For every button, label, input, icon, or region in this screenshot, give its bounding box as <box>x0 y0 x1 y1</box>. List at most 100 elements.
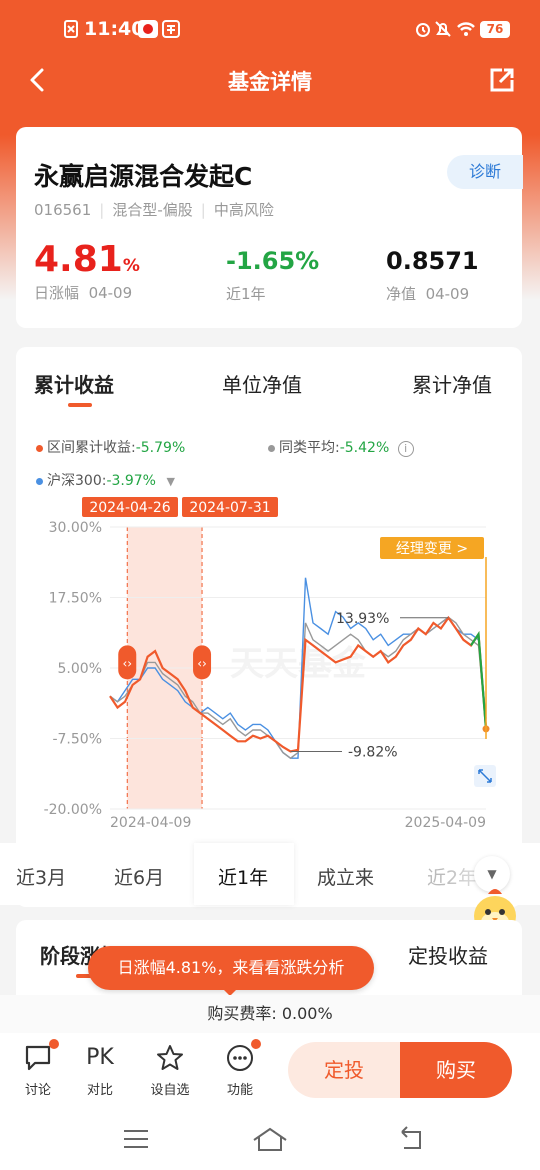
expand-ranges-button[interactable]: ▼ <box>474 856 510 892</box>
nav-value: 0.8571 <box>386 247 479 275</box>
legend-peer-value: -5.42% <box>339 440 390 456</box>
tab-cumulative-nav[interactable]: 累计净值 <box>412 373 492 397</box>
sip-button[interactable]: 定投 <box>288 1042 400 1098</box>
legend-fund-label: 区间累计收益: <box>47 440 136 456</box>
mute-icon <box>435 21 451 37</box>
discuss-badge <box>49 1039 59 1049</box>
clock: 11:40 <box>84 18 145 40</box>
x-tick-start: 2024-04-09 <box>110 815 191 831</box>
system-nav-bar <box>0 1110 540 1170</box>
max-annotation-label: 13.93% <box>336 611 389 627</box>
legend-fund[interactable]: 区间累计收益:-5.79% <box>36 437 185 457</box>
notification-app2-icon <box>162 20 180 38</box>
y-tick-label: -7.50% <box>52 732 102 748</box>
manager-change-label: 经理变更 > <box>396 541 468 557</box>
features-label: 功能 <box>226 1083 253 1098</box>
watchlist-label: 设自选 <box>150 1083 190 1098</box>
legend-fund-value: -5.79% <box>135 440 186 456</box>
alarm-icon <box>416 23 430 37</box>
legend-index-value: -3.97% <box>106 473 156 489</box>
y-tick-label: 5.00% <box>58 661 102 677</box>
pk-icon: PK <box>86 1045 114 1070</box>
add-watchlist-button[interactable]: 设自选 <box>148 1043 192 1098</box>
tab-cumulative-return[interactable]: 累计收益 <box>34 373 114 397</box>
fund-risk: 中高风险 <box>213 201 274 219</box>
legend-index-label: 沪深300: <box>47 473 107 489</box>
fund-code: 016561 <box>34 201 92 219</box>
compare-button[interactable]: PK 对比 <box>78 1043 122 1098</box>
discuss-label: 讨论 <box>24 1083 51 1098</box>
y-tick-label: -20.00% <box>44 802 102 818</box>
bottom-action-bar: 讨论 PK 对比 设自选 功能 定投 购买 <box>0 1033 540 1110</box>
range-tab-inception[interactable]: 成立来 <box>317 867 375 889</box>
diagnose-button[interactable]: 诊断 <box>447 155 523 189</box>
purchase-fee: 购买费率: 0.00% <box>0 995 540 1033</box>
range-end-tag <box>182 497 278 517</box>
nav-bar: 基金详情 <box>0 60 540 100</box>
tab-sip-return[interactable]: 定投收益 <box>408 944 488 968</box>
handle-arrows: ‹› <box>197 656 207 670</box>
return-chart[interactable]: 30.00% 17.50% 5.00% -7.50% -20.00% 天天基金 经理变更 >… <box>16 493 522 833</box>
legend-dropdown-icon[interactable]: ▼ <box>166 475 175 488</box>
battery-icon: 76 <box>480 21 510 38</box>
range-tab-1y[interactable]: 近1年 <box>218 867 269 889</box>
range-end-handle[interactable] <box>193 645 212 680</box>
chart-tabs: 累计收益 单位净值 累计净值 <box>16 369 522 409</box>
daily-change-metric: 4.81% 日涨幅 04-09 <box>34 239 140 303</box>
range-tab-active-bg <box>194 843 294 905</box>
tab-unit-nav[interactable]: 单位净值 <box>222 373 302 397</box>
legend-peer[interactable]: 同类平均:-5.42% i <box>268 437 414 457</box>
year-change-value: -1.65% <box>226 247 320 275</box>
back-nav-icon[interactable] <box>396 1126 426 1152</box>
home-icon[interactable] <box>252 1126 288 1152</box>
year-change-metric: -1.65% 近1年 <box>226 247 319 304</box>
back-icon[interactable] <box>26 66 52 94</box>
min-annotation-label: -9.82% <box>348 744 398 760</box>
range-start-handle[interactable] <box>118 645 137 680</box>
compare-label: 对比 <box>86 1083 113 1098</box>
range-end-label: 2024-07-31 <box>189 500 270 516</box>
status-bar: 11:40 76 <box>0 0 540 60</box>
page-title: 基金详情 <box>228 70 312 94</box>
sim-icon <box>64 20 78 38</box>
fund-type: 混合型-偏股 <box>112 201 193 219</box>
daily-change-value: 4.81 <box>34 239 123 280</box>
daily-date: 04-09 <box>88 284 133 302</box>
chat-icon <box>25 1045 51 1071</box>
battery-level: 76 <box>486 22 504 36</box>
discuss-button[interactable]: 讨论 <box>16 1039 60 1098</box>
handle-arrows: ‹› <box>122 656 132 670</box>
analysis-toast[interactable]: 日涨幅4.81%，来看看涨跌分析 <box>88 946 374 990</box>
range-tabs: 近3月 近6月 近1年 成立来 近2年 ▼ <box>0 843 540 905</box>
toast-tail <box>222 988 238 996</box>
lower-tab-indicator <box>76 974 100 978</box>
daily-change-unit: % <box>122 256 140 276</box>
features-button[interactable]: 功能 <box>218 1039 262 1098</box>
watermark: 天天基金 <box>230 644 367 684</box>
chevron-down-icon: ▼ <box>487 867 497 881</box>
y-tick-label: 30.00% <box>49 520 102 536</box>
year-label: 近1年 <box>226 285 266 303</box>
legend-index[interactable]: 沪深300:-3.97% ▼ <box>36 470 175 490</box>
more-icon <box>227 1045 253 1071</box>
share-icon[interactable] <box>488 66 516 94</box>
menu-icon[interactable] <box>122 1128 150 1150</box>
series-line-0 <box>109 615 488 753</box>
range-tab-6m[interactable]: 近6月 <box>114 867 165 889</box>
info-icon[interactable]: i <box>397 441 414 457</box>
active-tab-indicator <box>68 403 92 407</box>
notification-app-icon <box>138 20 158 38</box>
features-badge <box>251 1039 261 1049</box>
y-tick-label: 17.50% <box>49 591 102 607</box>
range-start-label: 2024-04-26 <box>89 500 170 516</box>
range-tab-3m[interactable]: 近3月 <box>16 867 67 889</box>
fund-info-card: 永赢启源混合发起C 诊断 016561 | 混合型-偏股 | 中高风险 4.81% 日涨… <box>16 127 523 328</box>
buy-button[interactable]: 购买 <box>400 1042 512 1098</box>
fund-tags: 016561 | 混合型-偏股 | 中高风险 <box>34 201 274 219</box>
nav-label: 净值 <box>386 285 417 303</box>
x-tick-end: 2025-04-09 <box>405 815 486 831</box>
wifi-icon <box>457 22 475 36</box>
star-plus-icon <box>157 1045 183 1070</box>
chart-card: 累计收益 单位净值 累计净值 区间累计收益:-5.79% 同类平均:-5.42%… <box>16 347 522 907</box>
fund-name: 永赢启源混合发起C <box>34 162 253 191</box>
